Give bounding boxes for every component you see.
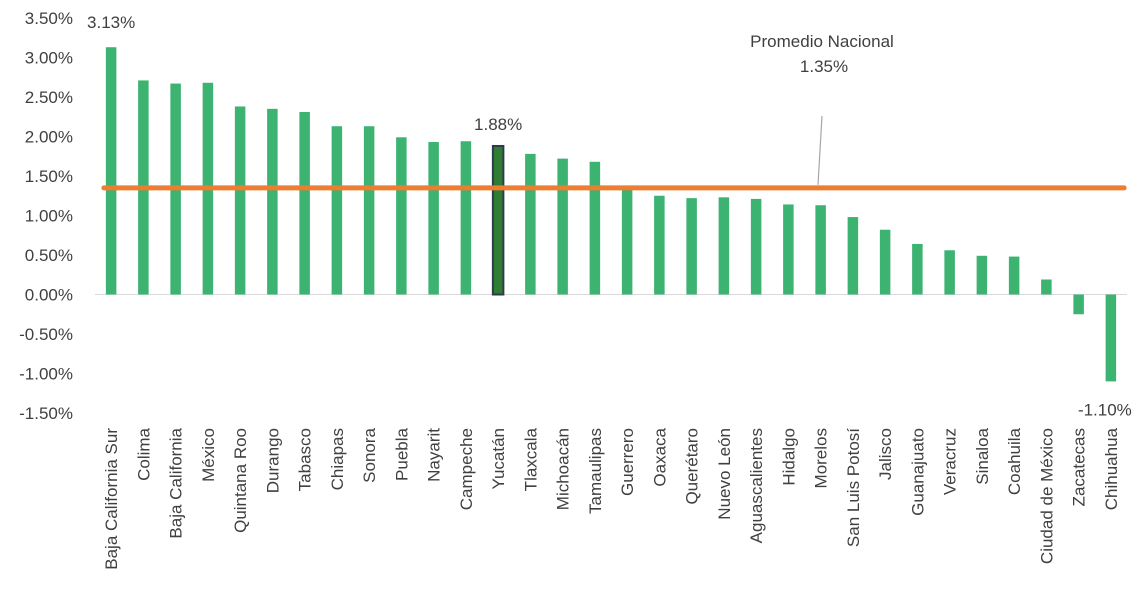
category-label: Puebla (392, 427, 411, 480)
category-label: Zacatecas (1070, 428, 1089, 506)
category-label: Jalisco (876, 428, 895, 480)
promedio-nacional-leader (817, 115, 823, 185)
data-label: 1.88% (474, 115, 522, 134)
category-label: Querétaro (683, 428, 702, 505)
category-label: San Luis Potosí (844, 428, 863, 547)
bar-zacatecas (1073, 294, 1084, 315)
bar-aguascalientes (750, 198, 762, 295)
bar-morelos (815, 205, 826, 295)
y-tick-label: 1.00% (25, 207, 73, 226)
bar-veracruz (944, 250, 955, 295)
bar-coahuila (1008, 256, 1020, 295)
bar-ciudad-de-méxico (1041, 279, 1052, 295)
bar-michoacán (557, 158, 568, 295)
category-label: Chihuahua (1102, 427, 1121, 510)
bar-puebla (396, 137, 407, 295)
category-label: Oaxaca (650, 427, 669, 486)
category-label: Yucatán (489, 428, 508, 489)
bar-hidalgo (783, 204, 794, 295)
bar-yucatán (491, 144, 505, 296)
bar-durango (267, 108, 278, 295)
bar-sonora (363, 126, 375, 295)
y-tick-label: 1.50% (25, 167, 73, 186)
category-label: Nuevo León (715, 428, 734, 520)
bar-campeche (460, 141, 472, 295)
y-tick-label: -0.50% (19, 325, 73, 344)
bar-baja-california-sur (105, 47, 117, 295)
data-label: 3.13% (87, 13, 135, 32)
category-label: Morelos (812, 428, 831, 488)
category-label: Nayarit (425, 428, 444, 482)
y-tick-label: 2.50% (25, 88, 73, 107)
category-label: Aguascalientes (747, 428, 766, 543)
promedio-nacional-label: Promedio Nacional (750, 32, 894, 51)
bar-sinaloa (976, 255, 988, 295)
promedio-nacional-value: 1.35% (800, 57, 848, 76)
bar-guanajuato (912, 243, 923, 295)
bar-querétaro (686, 198, 697, 295)
category-label: Baja California (167, 427, 186, 538)
category-label: Quintana Roo (231, 428, 250, 533)
bar-chihuahua (1105, 294, 1117, 382)
y-tick-label: -1.00% (19, 365, 73, 384)
category-label: Sinaloa (973, 427, 992, 484)
bar-guerrero (621, 187, 633, 295)
y-tick-label: -1.50% (19, 404, 73, 423)
category-label: Colima (134, 427, 153, 480)
category-label: Hidalgo (779, 428, 798, 486)
bar-nuevo-león (718, 197, 730, 295)
bar-nayarit (428, 142, 439, 295)
bar-tabasco (299, 112, 310, 295)
category-label: México (199, 428, 218, 482)
bars (105, 47, 1117, 382)
bar-jalisco (879, 229, 891, 295)
bar-quintana-roo (234, 106, 246, 295)
category-label: Veracruz (941, 428, 960, 495)
category-label: Ciudad de México (1037, 428, 1056, 564)
y-tick-label: 0.50% (25, 246, 73, 265)
x-axis-category-labels: Baja California Sur Colima Baja California… (102, 427, 1121, 569)
category-label: Baja California Sur (102, 428, 121, 570)
category-label: Tlaxcala (521, 427, 540, 491)
reference-line-group: Promedio Nacional 1.35% (101, 32, 1127, 191)
data-label: -1.10% (1078, 400, 1132, 419)
category-label: Durango (263, 428, 282, 493)
category-label: Coahuila (1005, 427, 1024, 495)
category-label: Guanajuato (908, 428, 927, 516)
category-label: Michoacán (554, 428, 573, 510)
category-label: Tamaulipas (586, 428, 605, 514)
bar-tamaulipas (589, 161, 601, 295)
data-labels: 3.13% 1.88% -1.10% (87, 13, 1132, 419)
bar-oaxaca (654, 195, 665, 295)
category-label: Sonora (360, 427, 379, 482)
category-label: Campeche (457, 428, 476, 510)
category-label: Chiapas (328, 428, 347, 490)
y-axis-ticks: -1.50% -1.00% -0.50% 0.00% 0.50% 1.00% 1.50% 2.… (19, 9, 73, 423)
y-tick-label: 0.00% (25, 286, 73, 305)
bar-chiapas (331, 126, 343, 295)
bar-tlaxcala (525, 153, 536, 295)
y-tick-label: 3.50% (25, 9, 73, 28)
category-label: Guerrero (618, 428, 637, 496)
y-tick-label: 3.00% (25, 49, 73, 68)
y-tick-label: 2.00% (25, 128, 73, 147)
category-label: Tabasco (296, 428, 315, 491)
bar-san-luis-potosí (847, 217, 859, 295)
